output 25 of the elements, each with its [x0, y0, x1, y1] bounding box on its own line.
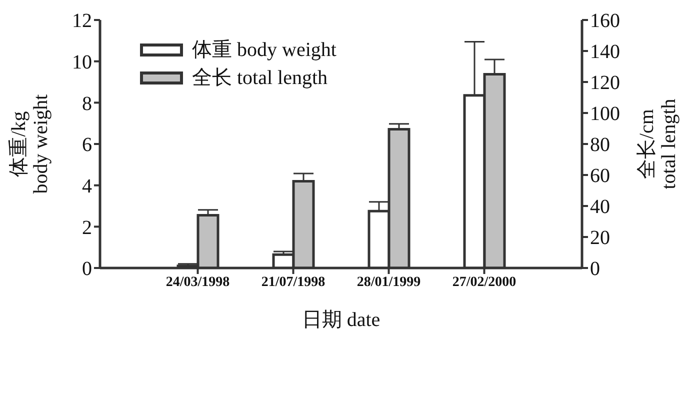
y2-tick-label: 120 — [590, 72, 620, 94]
y-tick-label: 10 — [72, 51, 92, 74]
y2-tick-label: 40 — [590, 196, 610, 218]
legend-label: 全长 total length — [192, 66, 328, 91]
y-tick-label: 2 — [82, 216, 92, 239]
x-tick-label: 21/07/1998 — [261, 274, 326, 290]
y-axis-title: 体重/kg body weight — [8, 94, 52, 194]
y2-tick-label: 160 — [590, 10, 620, 32]
x-tick-label: 28/01/1999 — [356, 274, 421, 290]
x-tick-label: 24/03/1998 — [166, 274, 230, 290]
y-tick-label: 0 — [82, 258, 92, 280]
x-tick-label: 27/02/2000 — [452, 274, 516, 290]
legend-label: 体重 body weight — [192, 38, 336, 63]
y2-tick-label: 80 — [590, 134, 610, 156]
y2-tick-label: 100 — [590, 103, 620, 126]
y2-tick-label: 0 — [590, 258, 600, 280]
y-tick-label: 12 — [72, 10, 92, 32]
y2-axis-title: 全长/cm total length — [636, 98, 680, 190]
y2-tick-label: 60 — [590, 165, 610, 188]
x-axis-title: 日期 date — [302, 309, 380, 331]
y2-tick-label: 140 — [590, 41, 620, 64]
y-tick-label: 6 — [82, 134, 92, 156]
y2-tick-label: 20 — [590, 227, 610, 250]
y-tick-label: 8 — [82, 92, 92, 115]
y-tick-label: 4 — [82, 175, 92, 198]
